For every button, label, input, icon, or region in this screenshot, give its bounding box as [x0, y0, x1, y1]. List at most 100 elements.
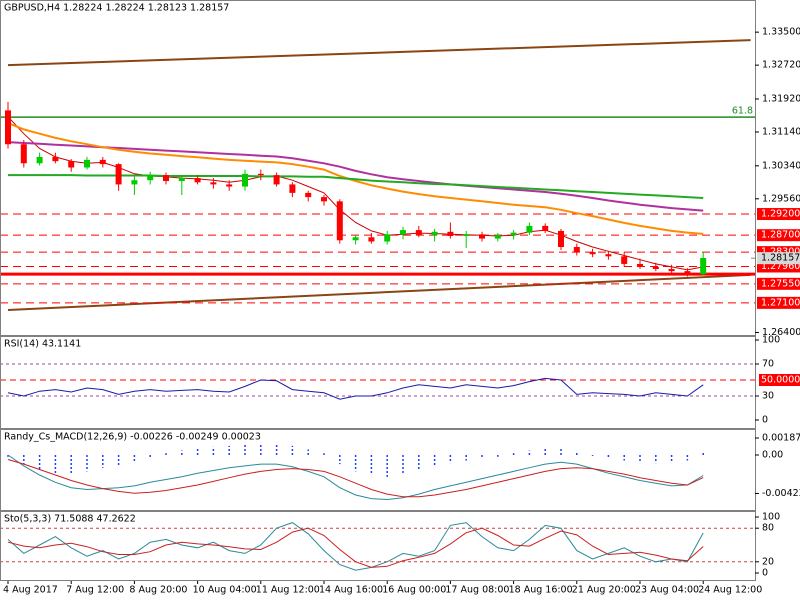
trend-line	[7, 39, 751, 67]
candle-body	[479, 234, 485, 239]
trend-line	[7, 273, 751, 312]
candle-body	[573, 247, 580, 253]
candle-body	[668, 269, 675, 272]
y-tick-label: 1.33500	[762, 27, 800, 38]
pane-title: Sto(5,3,3) 71.5088 47.2622	[4, 514, 136, 525]
y-tick-label: 0.00	[762, 450, 783, 461]
candle-body	[305, 192, 312, 198]
x-tick-label: 7 Aug 12:00	[66, 585, 124, 596]
series-line	[7, 141, 704, 212]
pane-title: Randy_Cs_MACD(12,26,9) -0.00226 -0.00249…	[4, 432, 261, 443]
candle-body	[20, 144, 27, 164]
candle-body	[400, 230, 406, 235]
candle-body	[336, 201, 343, 241]
price-label-box	[757, 208, 800, 221]
candle-body	[494, 235, 501, 239]
current-price-box	[757, 252, 800, 265]
current-price: 1.28157	[761, 253, 800, 264]
price-label-box	[757, 229, 800, 242]
price-label: 1.27550	[761, 278, 800, 289]
pane-frame	[0, 0, 756, 336]
candle-body	[210, 182, 217, 185]
y-tick-label: 1.30340	[762, 160, 800, 171]
candle-body	[447, 231, 454, 237]
x-tick-label: 21 Aug 20:00	[572, 585, 636, 596]
series-line	[7, 522, 704, 571]
fibo-label: 61.8	[732, 106, 753, 117]
x-tick-label: 14 Aug 16:00	[319, 585, 383, 596]
price-label: 1.28700	[761, 230, 800, 241]
series-line	[7, 122, 704, 235]
candle-body	[289, 184, 296, 193]
candle-body	[99, 159, 106, 165]
x-tick-label: 8 Aug 20:00	[129, 585, 187, 596]
y-tick-label: 0	[762, 567, 768, 578]
pane-frame	[0, 429, 756, 511]
candle-body	[637, 263, 643, 267]
candle-body	[226, 184, 233, 187]
candle-body	[273, 175, 280, 185]
y-tick-label: 100	[762, 511, 780, 522]
candle-body	[5, 110, 11, 145]
candle-body	[178, 178, 185, 182]
candle-body	[652, 266, 659, 270]
price-label: 1.27960	[761, 261, 800, 272]
candle-body	[242, 173, 248, 187]
y-tick-label: 1.26400	[762, 327, 800, 338]
x-tick-label: 11 Aug 12:00	[256, 585, 320, 596]
x-tick-label: 18 Aug 16:00	[509, 585, 573, 596]
candle-body	[36, 156, 43, 164]
price-label: 1.27100	[761, 297, 800, 308]
pane-frame	[0, 511, 756, 581]
candle-body	[621, 256, 628, 264]
y-tick-label: 0.00187	[762, 433, 800, 444]
series-line	[7, 527, 704, 568]
candle-body	[605, 254, 612, 257]
candle-body	[68, 161, 75, 168]
y-tick-label: 100	[762, 335, 780, 346]
x-tick-label: 4 Aug 2017	[3, 585, 58, 596]
y-tick-label: 1.29560	[762, 193, 800, 204]
price-label-box	[757, 296, 800, 309]
candle-body	[384, 234, 391, 242]
series-line	[7, 377, 704, 400]
y-tick-label: 80	[762, 523, 774, 534]
y-tick-label: 20	[762, 556, 774, 567]
candle-body	[684, 271, 691, 275]
series-line	[8, 174, 704, 199]
candle-body	[589, 252, 596, 255]
pane	[0, 522, 755, 571]
candle-body	[368, 237, 375, 242]
candle-body	[558, 230, 564, 248]
x-tick-label: 24 Aug 12:00	[698, 585, 762, 596]
candle-body	[415, 230, 422, 236]
candle-body	[147, 175, 154, 181]
candle-body	[542, 225, 549, 231]
pane	[0, 363, 755, 400]
candle-body	[131, 180, 138, 185]
level-label-box	[759, 374, 800, 386]
series-line	[7, 454, 704, 501]
candle-body	[700, 258, 707, 275]
price-label: 1.29200	[761, 209, 800, 220]
candle-body	[115, 164, 122, 185]
pane	[0, 39, 755, 312]
series-line	[7, 459, 704, 498]
series-line	[7, 116, 704, 271]
y-tick-label: 1.31140	[762, 126, 800, 137]
candle-body	[52, 156, 59, 162]
price-label-box	[757, 277, 800, 290]
y-tick-label: 0	[762, 415, 768, 426]
x-tick-label: 23 Aug 04:00	[635, 585, 699, 596]
candle-body	[84, 159, 90, 168]
pane-title: GBPUSD,H4 1.28224 1.28224 1.28123 1.2815…	[4, 3, 229, 14]
candle-body	[463, 234, 470, 237]
candle-body	[526, 225, 533, 233]
candle-body	[194, 178, 201, 183]
x-tick-label: 16 Aug 00:00	[382, 585, 446, 596]
pane-title: RSI(14) 43.1141	[4, 339, 81, 350]
candle-body	[352, 237, 359, 241]
pane-frame	[0, 336, 756, 429]
